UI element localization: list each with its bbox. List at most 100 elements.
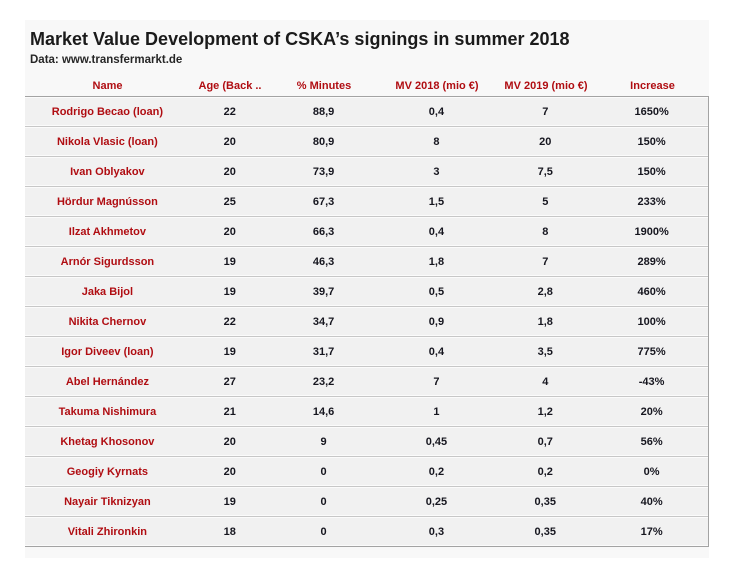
table-row[interactable]: Ivan Oblyakov 20 73,9 3 7,5 150% bbox=[25, 157, 708, 187]
table-row[interactable]: Nikita Chernov 22 34,7 0,9 1,8 100% bbox=[25, 307, 708, 337]
cell-mv2018[interactable]: 0,25 bbox=[425, 495, 448, 508]
col-header-name[interactable]: Name bbox=[92, 80, 123, 92]
cell-mv2019[interactable]: 0,2 bbox=[537, 465, 553, 478]
cell-mv2018[interactable]: 1 bbox=[433, 405, 440, 418]
cell-mv2019[interactable]: 0,7 bbox=[537, 435, 553, 448]
col-header-mv2018[interactable]: MV 2018 (mio €) bbox=[395, 80, 479, 92]
cell-age[interactable]: 25 bbox=[223, 195, 236, 208]
cell-mv2018[interactable]: 0,4 bbox=[428, 225, 445, 238]
cell-increase[interactable]: 150% bbox=[637, 135, 666, 148]
cell-age[interactable]: 20 bbox=[223, 135, 236, 148]
cell-increase[interactable]: 1900% bbox=[634, 225, 669, 238]
col-header-age[interactable]: Age (Back .. bbox=[198, 80, 262, 92]
cell-mv2019[interactable]: 7,5 bbox=[537, 165, 553, 178]
cell-mv2018[interactable]: 8 bbox=[433, 135, 440, 148]
cell-age[interactable]: 22 bbox=[223, 105, 236, 118]
cell-age[interactable]: 19 bbox=[223, 345, 236, 358]
cell-mv2018[interactable]: 0,9 bbox=[428, 315, 445, 328]
cell-mv2019[interactable]: 20 bbox=[539, 135, 552, 148]
col-header-increase[interactable]: Increase bbox=[630, 80, 675, 92]
cell-mv2018[interactable]: 0,2 bbox=[428, 465, 445, 478]
cell-increase[interactable]: 0% bbox=[643, 465, 660, 478]
table-row[interactable]: Igor Diveev (loan) 19 31,7 0,4 3,5 775% bbox=[25, 337, 708, 367]
cell-name[interactable]: Igor Diveev (loan) bbox=[61, 345, 154, 358]
cell-name[interactable]: Ilzat Akhmetov bbox=[68, 225, 146, 238]
cell-mv2019[interactable]: 3,5 bbox=[537, 345, 553, 358]
table-row[interactable]: Nikola Vlasic (loan) 20 80,9 8 20 150% bbox=[25, 127, 708, 157]
table-row[interactable]: Rodrigo Becao (loan) 22 88,9 0,4 7 1650% bbox=[25, 97, 708, 127]
cell-age[interactable]: 20 bbox=[223, 435, 236, 448]
cell-mv2018[interactable]: 3 bbox=[433, 165, 440, 178]
cell-mv2019[interactable]: 7 bbox=[542, 105, 549, 118]
cell-name[interactable]: Vitali Zhironkin bbox=[67, 525, 148, 538]
table-row[interactable]: Hördur Magnússon 25 67,3 1,5 5 233% bbox=[25, 187, 708, 217]
cell-minutes[interactable]: 23,2 bbox=[312, 375, 335, 388]
cell-mv2019[interactable]: 1,8 bbox=[537, 315, 553, 328]
cell-name[interactable]: Takuma Nishimura bbox=[58, 405, 157, 418]
cell-name[interactable]: Nikita Chernov bbox=[68, 315, 147, 328]
cell-mv2018[interactable]: 1,8 bbox=[428, 255, 445, 268]
cell-age[interactable]: 21 bbox=[223, 405, 236, 418]
cell-mv2018[interactable]: 0,4 bbox=[428, 105, 445, 118]
cell-name[interactable]: Ivan Oblyakov bbox=[70, 165, 145, 178]
cell-minutes[interactable]: 31,7 bbox=[312, 345, 335, 358]
cell-increase[interactable]: 20% bbox=[640, 405, 663, 418]
table-row[interactable]: Ilzat Akhmetov 20 66,3 0,4 8 1900% bbox=[25, 217, 708, 247]
table-row[interactable]: Abel Hernández 27 23,2 7 4 -43% bbox=[25, 367, 708, 397]
cell-minutes[interactable]: 80,9 bbox=[312, 135, 335, 148]
cell-minutes[interactable]: 66,3 bbox=[312, 225, 335, 238]
cell-age[interactable]: 27 bbox=[223, 375, 236, 388]
cell-minutes[interactable]: 9 bbox=[320, 435, 327, 448]
col-header-mv2019[interactable]: MV 2019 (mio €) bbox=[504, 80, 588, 92]
cell-age[interactable]: 20 bbox=[223, 465, 236, 478]
cell-increase[interactable]: 40% bbox=[640, 495, 663, 508]
cell-mv2018[interactable]: 1,5 bbox=[428, 195, 445, 208]
cell-mv2018[interactable]: 7 bbox=[433, 375, 440, 388]
cell-mv2018[interactable]: 0,45 bbox=[425, 435, 448, 448]
table-row[interactable]: Takuma Nishimura 21 14,6 1 1,2 20% bbox=[25, 397, 708, 427]
cell-mv2019[interactable]: 2,8 bbox=[537, 285, 553, 298]
cell-name[interactable]: Rodrigo Becao (loan) bbox=[51, 105, 163, 118]
cell-age[interactable]: 18 bbox=[223, 525, 236, 538]
cell-mv2019[interactable]: 8 bbox=[542, 225, 549, 238]
cell-minutes[interactable]: 88,9 bbox=[312, 105, 335, 118]
cell-name[interactable]: Khetag Khosonov bbox=[60, 435, 155, 448]
cell-name[interactable]: Arnór Sigurdsson bbox=[60, 255, 155, 268]
cell-age[interactable]: 22 bbox=[223, 315, 236, 328]
cell-minutes[interactable]: 46,3 bbox=[312, 255, 335, 268]
cell-mv2019[interactable]: 5 bbox=[542, 195, 549, 208]
cell-minutes[interactable]: 67,3 bbox=[312, 195, 335, 208]
cell-name[interactable]: Jaka Bijol bbox=[81, 285, 134, 298]
table-row[interactable]: Geogiy Kyrnats 20 0 0,2 0,2 0% bbox=[25, 457, 708, 487]
cell-mv2019[interactable]: 1,2 bbox=[537, 405, 553, 418]
table-row[interactable]: Arnór Sigurdsson 19 46,3 1,8 7 289% bbox=[25, 247, 708, 277]
cell-age[interactable]: 20 bbox=[223, 225, 236, 238]
cell-minutes[interactable]: 14,6 bbox=[312, 405, 335, 418]
cell-increase[interactable]: 233% bbox=[637, 195, 666, 208]
cell-age[interactable]: 19 bbox=[223, 285, 236, 298]
cell-name[interactable]: Abel Hernández bbox=[65, 375, 149, 388]
cell-increase[interactable]: -43% bbox=[638, 375, 665, 388]
cell-name[interactable]: Nayair Tiknizyan bbox=[64, 495, 151, 508]
cell-increase[interactable]: 17% bbox=[640, 525, 663, 538]
cell-mv2018[interactable]: 0,3 bbox=[428, 525, 445, 538]
cell-minutes[interactable]: 34,7 bbox=[312, 315, 335, 328]
cell-mv2019[interactable]: 4 bbox=[542, 375, 549, 388]
cell-mv2019[interactable]: 0,35 bbox=[534, 525, 556, 538]
cell-minutes[interactable]: 0 bbox=[320, 465, 327, 478]
cell-mv2018[interactable]: 0,5 bbox=[428, 285, 445, 298]
cell-minutes[interactable]: 73,9 bbox=[312, 165, 335, 178]
cell-increase[interactable]: 460% bbox=[637, 285, 666, 298]
cell-mv2018[interactable]: 0,4 bbox=[428, 345, 445, 358]
table-row[interactable]: Khetag Khosonov 20 9 0,45 0,7 56% bbox=[25, 427, 708, 457]
cell-minutes[interactable]: 39,7 bbox=[312, 285, 335, 298]
cell-increase[interactable]: 56% bbox=[640, 435, 663, 448]
col-header-minutes[interactable]: % Minutes bbox=[296, 80, 352, 92]
table-row[interactable]: Jaka Bijol 19 39,7 0,5 2,8 460% bbox=[25, 277, 708, 307]
cell-increase[interactable]: 100% bbox=[637, 315, 666, 328]
table-row[interactable]: Vitali Zhironkin 18 0 0,3 0,35 17% bbox=[25, 517, 708, 546]
cell-increase[interactable]: 150% bbox=[637, 165, 666, 178]
cell-name[interactable]: Hördur Magnússon bbox=[56, 195, 158, 208]
cell-minutes[interactable]: 0 bbox=[320, 495, 327, 508]
cell-name[interactable]: Geogiy Kyrnats bbox=[66, 465, 149, 478]
